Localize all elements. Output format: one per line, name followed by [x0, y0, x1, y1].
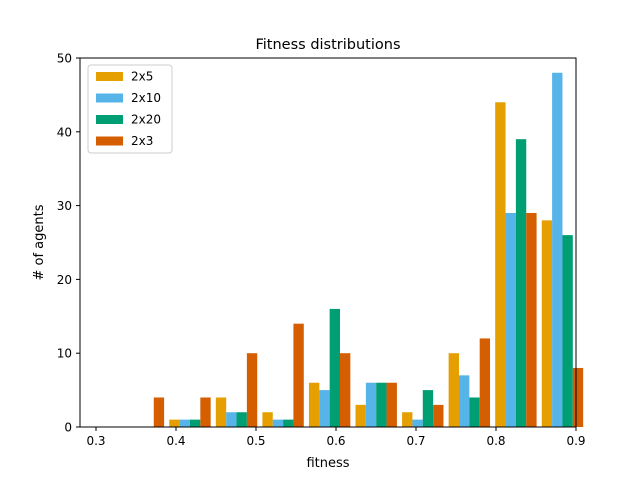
y-tick-label: 0 — [64, 421, 72, 435]
bar-2x20-bin-2 — [236, 412, 247, 427]
x-tick-label: 0.5 — [246, 434, 265, 448]
bar-2x5-bin-5 — [355, 404, 366, 427]
legend-swatch-2x3 — [96, 136, 123, 146]
bar-2x10-bin-6 — [412, 419, 423, 427]
bar-2x10-bin-7 — [458, 375, 470, 427]
bar-2x20-bin-8 — [515, 139, 527, 427]
legend: 2x5 2x10 2x20 2x3 — [87, 64, 173, 154]
legend-swatch-2x10 — [96, 93, 123, 103]
bar-2x10-bin-4 — [319, 390, 330, 427]
bar-2x3-bin-5 — [386, 382, 397, 427]
bar-2x3-bin-1 — [200, 397, 211, 427]
bar-2x3-bin-8 — [526, 212, 537, 427]
plot-frame — [79, 57, 577, 428]
legend-label-2x20: 2x20 — [131, 113, 161, 127]
bar-2x3-bin-0 — [153, 397, 165, 427]
bar-2x20-bin-7 — [469, 397, 480, 427]
y-tick-label: 40 — [57, 125, 72, 139]
bar-2x5-bin-9 — [541, 220, 553, 427]
bar-2x5-bin-4 — [308, 382, 320, 427]
y-axis-label: # of agents — [32, 204, 47, 280]
x-tick-label: 0.6 — [326, 434, 345, 448]
bar-2x10-bin-9 — [552, 72, 563, 427]
bar-2x10-bin-8 — [505, 212, 516, 427]
bar-2x5-bin-1 — [169, 419, 180, 427]
x-tick-label: 0.8 — [486, 434, 505, 448]
x-tick-label: 0.4 — [166, 434, 185, 448]
y-tick-label: 10 — [57, 347, 72, 361]
bar-2x10-bin-3 — [272, 419, 284, 427]
y-tick-label: 50 — [57, 52, 72, 66]
legend-label-2x10: 2x10 — [131, 91, 161, 105]
bar-2x20-bin-4 — [329, 308, 340, 427]
bar-2x5-bin-6 — [402, 412, 413, 427]
bar-2x3-bin-6 — [433, 404, 444, 427]
bar-2x3-bin-9 — [572, 367, 584, 427]
bar-2x20-bin-3 — [283, 419, 294, 427]
chart-title: Fitness distributions — [255, 37, 400, 53]
bar-2x20-bin-6 — [422, 390, 434, 427]
x-tick-label: 0.9 — [566, 434, 585, 448]
x-tick-label: 0.7 — [406, 434, 425, 448]
bar-2x5-bin-2 — [215, 397, 227, 427]
bar-2x20-bin-9 — [562, 235, 573, 427]
bar-2x3-bin-2 — [246, 353, 258, 427]
y-tick-label: 30 — [57, 199, 72, 213]
bar-2x10-bin-1 — [179, 419, 190, 427]
bar-2x5-bin-3 — [262, 412, 273, 427]
bar-2x20-bin-1 — [189, 419, 201, 427]
bar-2x10-bin-5 — [365, 382, 377, 427]
legend-swatch-2x20 — [96, 115, 123, 124]
bars-layer — [153, 72, 584, 427]
x-tick-label: 0.3 — [86, 434, 105, 448]
x-axis-label: fitness — [306, 456, 349, 471]
legend-label-2x5: 2x5 — [131, 70, 153, 84]
y-axis-ticks: 0 10 20 30 40 50 — [57, 52, 80, 435]
bar-2x3-bin-7 — [479, 338, 491, 427]
bar-2x10-bin-2 — [226, 412, 237, 427]
y-tick-label: 20 — [57, 273, 72, 287]
bar-2x3-bin-3 — [293, 323, 304, 427]
legend-box — [87, 64, 173, 154]
legend-swatch-2x5 — [96, 72, 123, 81]
bar-2x3-bin-4 — [340, 353, 351, 427]
bar-2x5-bin-8 — [495, 102, 506, 427]
bar-2x5-bin-7 — [448, 353, 459, 427]
legend-label-2x3: 2x3 — [131, 134, 153, 148]
bar-2x20-bin-5 — [376, 382, 387, 427]
x-axis-ticks: 0.3 0.4 0.5 0.6 0.7 0.8 0.9 — [86, 427, 586, 448]
